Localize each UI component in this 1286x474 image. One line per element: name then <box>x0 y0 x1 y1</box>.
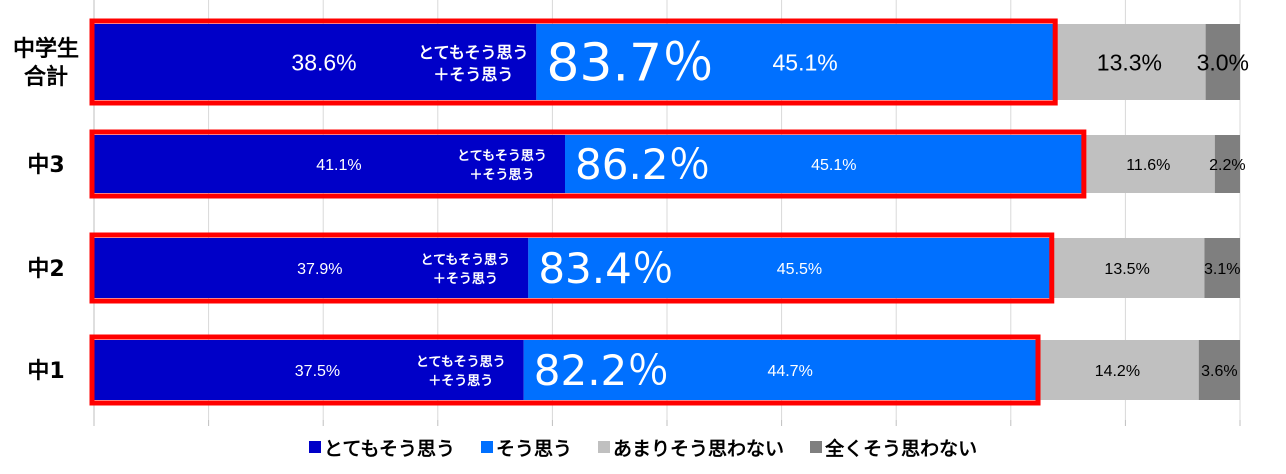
data-label: 45.5% <box>777 261 822 278</box>
highlight-caption-line1: とてもそう思う <box>418 43 528 62</box>
highlight-box <box>89 18 1058 106</box>
data-label: 3.0% <box>1197 49 1249 75</box>
legend-item: あまりそう思わない <box>598 434 784 461</box>
highlight-box <box>89 334 1041 406</box>
legend-label: そう思う <box>496 437 573 460</box>
highlight-total: 82.2％ <box>534 346 670 395</box>
bar-segment <box>94 340 524 400</box>
highlight-total: 83.4％ <box>538 244 674 293</box>
bar-segment <box>1081 135 1215 193</box>
bar-segment <box>1053 24 1206 100</box>
legend-item: とてもそう思う <box>308 434 456 461</box>
data-label: 37.9% <box>297 261 342 278</box>
data-label: 3.6% <box>1201 363 1237 380</box>
legend-label: とてもそう思う <box>323 437 456 460</box>
bar-segment <box>94 135 566 193</box>
data-label: 2.2% <box>1209 157 1245 174</box>
data-label: 45.1% <box>811 157 856 174</box>
bar-segment <box>1049 238 1205 298</box>
data-label: 11.6% <box>1126 157 1170 174</box>
bar-segment <box>94 24 537 100</box>
bar-segment <box>1214 135 1240 193</box>
highlight-box <box>89 232 1055 304</box>
legend-item: 全くそう思わない <box>810 434 977 461</box>
highlight-total: 83.7％ <box>546 34 714 94</box>
bar-segment <box>1036 340 1199 400</box>
bar-segment <box>1204 238 1240 298</box>
category-label: 中学生合計 <box>13 36 79 90</box>
stacked-bar-chart: 中学生合計 38.6% 45.1% 13.3% 3.0% とてもそう思う ＋そう思う 83.7… <box>13 0 1249 426</box>
data-label: 37.5% <box>295 363 340 380</box>
bar-segment <box>536 24 1054 100</box>
legend-label: 全くそう思わない <box>825 437 978 460</box>
highlight-total: 86.2％ <box>575 140 711 189</box>
highlight-caption-line1: とてもそう思う <box>416 355 506 370</box>
bar-segment <box>528 238 1050 298</box>
bar-segment <box>1198 340 1240 400</box>
data-label: 44.7% <box>767 363 812 380</box>
category-label: 中3 <box>27 153 64 178</box>
legend-swatch <box>481 441 494 453</box>
highlight-caption-line1: とてもそう思う <box>420 253 510 268</box>
data-label: 14.2% <box>1095 363 1140 380</box>
legend-label: あまりそう思わない <box>613 437 785 460</box>
data-label: 3.1% <box>1204 261 1240 278</box>
bar-segment <box>94 238 529 298</box>
legend-swatch <box>810 441 823 453</box>
legend-item: そう思う <box>481 434 572 461</box>
data-label: 41.1% <box>316 157 361 174</box>
category-label: 中1 <box>27 359 64 384</box>
highlight-caption-line2: ＋そう思う <box>433 65 513 84</box>
data-label: 13.5% <box>1104 261 1149 278</box>
data-label: 13.3% <box>1097 49 1162 75</box>
highlight-caption-line2: ＋そう思う <box>469 168 534 183</box>
highlight-caption-line2: ＋そう思う <box>428 374 493 389</box>
highlight-caption-line1: とてもそう思う <box>457 149 547 164</box>
data-label: 45.1% <box>773 49 838 75</box>
data-label: 38.6% <box>291 49 356 75</box>
bar-segment <box>523 340 1037 400</box>
legend: とてもそう思う そう思う あまりそう思わない 全くそう思わない <box>0 432 1286 462</box>
highlight-caption-line2: ＋そう思う <box>433 272 498 287</box>
legend-swatch <box>598 441 611 453</box>
bar-segment <box>1205 24 1240 100</box>
highlight-box <box>89 129 1087 199</box>
legend-swatch <box>308 441 321 453</box>
bar-segment <box>565 135 1082 193</box>
category-label: 中2 <box>27 257 64 282</box>
